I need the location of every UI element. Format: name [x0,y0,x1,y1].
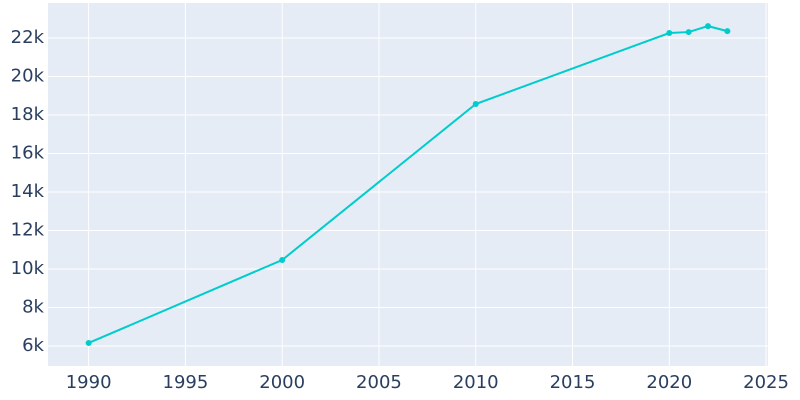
point [705,23,711,30]
plot-area [48,3,768,366]
y-tick-label: 14k [11,181,45,202]
x-tick-label: 2020 [646,372,692,393]
y-tick-label: 16k [11,143,45,164]
point [279,256,286,263]
point [724,28,731,35]
x-tick-label: 2010 [453,372,499,393]
x-tick-label: 2015 [550,372,596,393]
point [666,30,673,37]
y-tick-label: 12k [11,220,45,241]
point [685,29,692,36]
y-tick-label: 20k [11,66,45,87]
x-tick-label: 1995 [163,372,209,393]
x-tick-label: 1990 [66,372,112,393]
point [85,339,92,346]
y-tick-label: 18k [11,104,45,125]
y-tick-label: 22k [11,27,45,48]
y-tick-label: 8k [22,296,44,317]
y-tick-label: 10k [11,258,45,279]
x-tick-label: 2025 [743,372,789,393]
point [472,101,479,108]
x-tick-label: 2005 [356,372,402,393]
y-tick-label: 6k [22,335,44,356]
x-tick-label: 2000 [259,372,305,393]
